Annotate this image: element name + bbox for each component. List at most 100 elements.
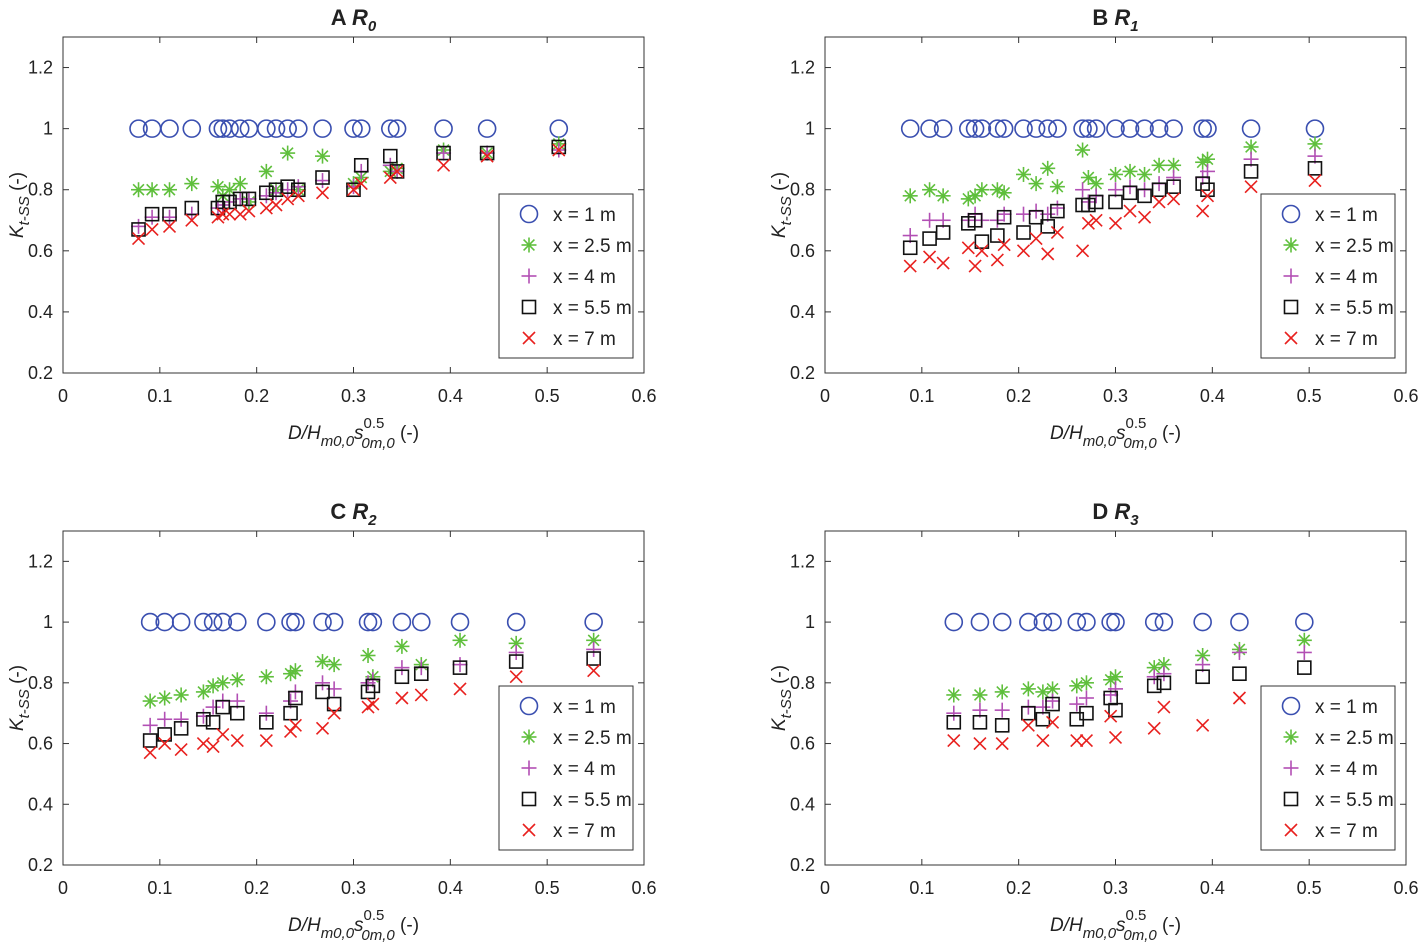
legend-entry-label: x = 1 m xyxy=(1315,205,1378,226)
cross-marker xyxy=(390,164,404,178)
cross-stroke xyxy=(414,688,428,702)
asterisk-stroke xyxy=(1109,168,1122,181)
cross-marker xyxy=(1108,730,1123,745)
cross-stroke xyxy=(1196,718,1210,732)
square-marker xyxy=(315,684,330,700)
asterisk-marker xyxy=(232,176,248,192)
panel-title: D R3 xyxy=(1092,499,1139,529)
x-label-subscript-2: 0m,0 xyxy=(1123,927,1157,944)
cross-stroke xyxy=(1089,213,1103,227)
plus-marker xyxy=(142,717,158,733)
square-marker xyxy=(946,714,962,730)
square-marker xyxy=(1166,179,1181,194)
circle-marker xyxy=(351,119,371,138)
plus-marker xyxy=(922,212,938,228)
cross-marker xyxy=(1016,244,1031,258)
x-tick-label: 0.6 xyxy=(1393,878,1418,898)
legend-entry-label: x = 4 m xyxy=(1315,267,1378,288)
legend-entry-label: x = 2.5 m xyxy=(1315,236,1394,257)
x-tick-label: 0.4 xyxy=(438,386,463,406)
cross-marker xyxy=(291,189,305,203)
cross-marker xyxy=(903,259,917,273)
square-marker xyxy=(508,654,524,669)
cross-marker xyxy=(1021,718,1035,732)
cross-marker xyxy=(1157,700,1171,714)
legend-entry-label: x = 7 m xyxy=(1315,329,1378,350)
plus-marker xyxy=(258,705,274,721)
circle-marker xyxy=(434,119,453,138)
square-marker xyxy=(142,733,158,748)
cross-stroke xyxy=(1152,195,1166,209)
asterisk-stroke xyxy=(937,189,950,202)
x-tick-label: 0.1 xyxy=(909,386,934,406)
cross-stroke xyxy=(242,204,256,218)
cross-marker xyxy=(1089,213,1103,227)
cross-marker xyxy=(522,331,536,345)
cross-stroke xyxy=(1045,715,1060,729)
asterisk-marker xyxy=(1283,237,1299,253)
asterisk-stroke xyxy=(587,634,600,647)
square-marker xyxy=(1156,675,1172,691)
cross-stroke xyxy=(143,746,157,760)
square-marker xyxy=(413,666,429,682)
cross-stroke xyxy=(1079,733,1094,748)
cross-marker xyxy=(196,736,210,751)
cross-marker xyxy=(414,688,428,702)
legend-entry-label: x = 4 m xyxy=(1315,759,1378,780)
x-label-superscript: 0.5 xyxy=(1126,415,1147,432)
x-tick-label: 0 xyxy=(58,386,68,406)
square-marker xyxy=(259,185,274,201)
asterisk-marker xyxy=(972,687,988,703)
x-label-s: s xyxy=(354,423,364,444)
cross-marker xyxy=(315,721,330,735)
cross-stroke xyxy=(1070,733,1084,748)
cross-stroke xyxy=(390,164,404,178)
square-marker xyxy=(902,240,918,256)
x-tick-label: 0.2 xyxy=(1006,386,1031,406)
x-tick-label: 0.3 xyxy=(1103,386,1128,406)
y-tick-label: 0.4 xyxy=(790,302,815,322)
asterisk-stroke xyxy=(316,655,329,668)
panel-variable: R xyxy=(1114,5,1130,30)
x-tick-label: 0.1 xyxy=(147,878,172,898)
square-marker xyxy=(1283,299,1299,315)
cross-stroke xyxy=(131,232,146,246)
circle-marker xyxy=(358,612,378,632)
asterisk-marker xyxy=(280,145,296,161)
circle-marker xyxy=(324,612,344,632)
cross-stroke xyxy=(1157,700,1171,714)
asterisk-stroke xyxy=(1124,165,1136,178)
asterisk-marker xyxy=(1283,729,1299,745)
circle-marker xyxy=(1281,204,1301,224)
legend-entry-label: x = 2.5 m xyxy=(553,236,632,257)
asterisk-stroke xyxy=(144,695,157,708)
asterisk-stroke xyxy=(996,685,1009,698)
square-marker xyxy=(1108,194,1123,210)
square-marker xyxy=(259,714,274,730)
asterisk-stroke xyxy=(1030,177,1043,190)
cross-stroke xyxy=(1284,823,1298,837)
plus-marker xyxy=(315,675,331,691)
square-marker xyxy=(1108,702,1123,718)
cross-marker xyxy=(259,733,273,748)
circle-marker xyxy=(972,119,992,138)
plus-marker xyxy=(1296,644,1312,660)
x-axis-label: D/Hm0,0s0.5 0m,0 (-) xyxy=(1050,415,1181,452)
square-marker xyxy=(479,145,495,161)
square-marker xyxy=(230,705,245,721)
legend-entry-label: x = 1 m xyxy=(553,205,616,226)
series-cross xyxy=(143,664,601,760)
cross-marker xyxy=(1081,216,1095,230)
circle-marker xyxy=(213,612,233,632)
square-marker xyxy=(990,228,1005,243)
plus-marker xyxy=(946,705,962,721)
panel-variable: R xyxy=(1114,499,1130,524)
x-tick-label: 0.5 xyxy=(535,386,560,406)
cross-marker xyxy=(230,733,244,748)
plus-marker xyxy=(205,699,221,715)
cross-marker xyxy=(453,682,467,696)
asterisk-stroke xyxy=(211,180,224,193)
cross-stroke xyxy=(903,259,917,273)
y-tick-label: 0.8 xyxy=(790,180,815,200)
cross-marker xyxy=(269,198,283,212)
